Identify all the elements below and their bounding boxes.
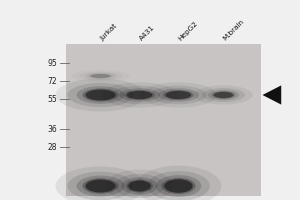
Bar xyxy=(66,44,261,196)
Text: 72: 72 xyxy=(47,76,57,86)
Ellipse shape xyxy=(106,170,173,200)
Ellipse shape xyxy=(163,90,194,100)
Ellipse shape xyxy=(128,180,151,192)
Ellipse shape xyxy=(126,179,153,193)
Ellipse shape xyxy=(56,166,146,200)
Text: HepG2: HepG2 xyxy=(177,20,199,42)
Ellipse shape xyxy=(122,177,158,195)
Ellipse shape xyxy=(147,171,210,200)
Ellipse shape xyxy=(91,74,110,78)
Ellipse shape xyxy=(76,176,124,196)
Ellipse shape xyxy=(161,178,196,194)
Ellipse shape xyxy=(164,179,193,193)
Ellipse shape xyxy=(85,180,116,192)
Text: Jurkat: Jurkat xyxy=(99,23,118,42)
Ellipse shape xyxy=(82,88,118,102)
Text: 55: 55 xyxy=(47,95,57,104)
Ellipse shape xyxy=(212,91,235,99)
Ellipse shape xyxy=(76,86,124,104)
Text: M.brain: M.brain xyxy=(222,19,245,42)
Ellipse shape xyxy=(124,90,155,100)
Text: 28: 28 xyxy=(47,142,57,152)
Ellipse shape xyxy=(202,88,245,102)
Ellipse shape xyxy=(56,78,146,112)
Text: 36: 36 xyxy=(47,124,57,134)
Ellipse shape xyxy=(85,73,116,79)
Ellipse shape xyxy=(140,82,217,108)
Text: A431: A431 xyxy=(138,24,156,42)
Ellipse shape xyxy=(136,166,221,200)
Ellipse shape xyxy=(214,92,233,98)
Ellipse shape xyxy=(115,174,164,198)
Polygon shape xyxy=(262,85,281,105)
Ellipse shape xyxy=(68,172,134,200)
Ellipse shape xyxy=(119,88,160,102)
Ellipse shape xyxy=(158,88,199,102)
Ellipse shape xyxy=(68,83,134,107)
Ellipse shape xyxy=(85,90,116,100)
Text: 95: 95 xyxy=(47,58,57,68)
Ellipse shape xyxy=(112,86,168,104)
Ellipse shape xyxy=(101,82,178,108)
Ellipse shape xyxy=(150,86,207,104)
Ellipse shape xyxy=(208,90,239,100)
Ellipse shape xyxy=(156,175,201,197)
Ellipse shape xyxy=(166,91,191,99)
Ellipse shape xyxy=(194,85,253,105)
Ellipse shape xyxy=(82,178,118,194)
Ellipse shape xyxy=(127,91,152,99)
Ellipse shape xyxy=(89,74,112,78)
